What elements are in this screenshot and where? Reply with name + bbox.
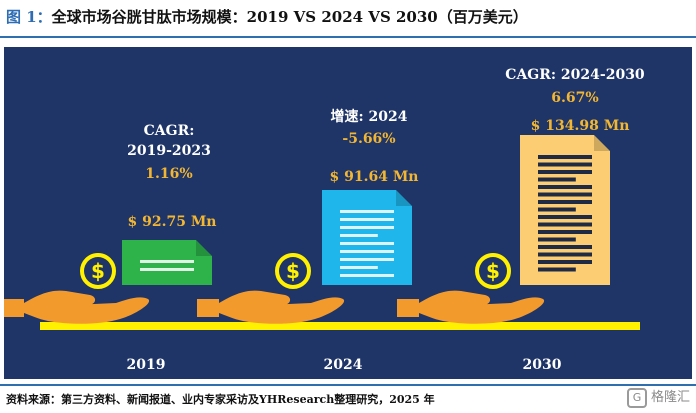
dollar-sign-icon-2019: $ <box>91 259 105 283</box>
growth-2024-rate: -5.66% <box>342 131 396 147</box>
document-line <box>140 260 194 263</box>
document-line <box>538 162 592 167</box>
dollar-sign-icon-2030: $ <box>486 259 500 283</box>
document-line <box>340 274 394 277</box>
bottom-rule <box>0 384 696 386</box>
document-line <box>538 185 592 189</box>
year-label-2019: 2019 <box>126 357 166 373</box>
document-line <box>340 226 394 229</box>
year-label-2024: 2024 <box>323 357 363 373</box>
document-fold-2030 <box>594 135 610 151</box>
value-label-2024: $ 91.64 Mn <box>329 169 419 185</box>
watermark-text: 格隆汇 <box>650 390 690 405</box>
cagr-2030-rate: 6.67% <box>551 90 599 106</box>
document-line <box>340 210 394 213</box>
document-line <box>340 242 394 245</box>
document-line <box>340 258 394 261</box>
figure-title: 图 1：全球市场谷胱甘肽市场规模：2019 VS 2024 VS 2030（百万… <box>6 2 528 32</box>
document-line <box>538 252 592 257</box>
document-line <box>538 237 576 242</box>
value-label-2019: $ 92.75 Mn <box>127 214 217 230</box>
baseline-bar <box>40 322 640 330</box>
hand-cuff-2024 <box>197 299 219 317</box>
growth-2024-heading: 增速: 2024 <box>330 109 408 125</box>
document-line <box>538 200 592 204</box>
document-line <box>538 260 592 264</box>
cagr-2019-heading: CAGR: <box>143 123 195 139</box>
document-line <box>538 192 592 197</box>
document-2024 <box>322 190 412 285</box>
coin-inner-2019 <box>84 257 112 285</box>
document-line <box>340 266 378 269</box>
hand-icon-2024 <box>219 290 345 324</box>
cagr-2019-period: 2019-2023 <box>127 143 211 159</box>
watermark-badge: G <box>626 387 647 408</box>
document-line <box>340 234 378 237</box>
document-line <box>538 170 592 174</box>
coin-inner-2030 <box>479 257 507 285</box>
top-rule <box>0 36 696 38</box>
document-line <box>538 177 576 182</box>
doc-group-2024: $ <box>197 190 412 324</box>
document-line <box>340 218 394 221</box>
document-fold-2024 <box>396 190 412 206</box>
document-line <box>538 155 592 159</box>
source-note: 资料来源：第三方资料、新闻报道、业内专家采访及YHResearch整理研究，20… <box>6 393 435 406</box>
hand-cuff-2030 <box>397 299 419 317</box>
figure-number: 图 1： <box>6 8 52 26</box>
year-label-2030: 2030 <box>522 357 562 373</box>
doc-group-2030: $ <box>397 135 610 324</box>
cagr-2030-heading: CAGR: 2024-2030 <box>505 67 645 83</box>
doc-group-2019: $ <box>4 240 212 324</box>
watermark: G 格隆汇 <box>626 385 690 411</box>
figure-title-text: 全球市场谷胱甘肽市场规模：2019 VS 2024 VS 2030（百万美元） <box>51 8 528 26</box>
infographic-panel: $ $ $ CAGR: 2019-2023 1.16% $ 92.75 Mn 增速:… <box>4 47 692 379</box>
cagr-2019-rate: 1.16% <box>145 166 193 182</box>
document-fold-2019 <box>196 240 212 256</box>
document-line <box>538 267 576 272</box>
document-line <box>538 222 592 227</box>
document-line <box>538 207 576 212</box>
infographic-art: $ $ $ <box>4 135 640 330</box>
document-line <box>140 268 194 271</box>
document-line <box>538 215 592 219</box>
dollar-sign-icon-2024: $ <box>286 259 300 283</box>
hand-cuff-2019 <box>4 299 24 317</box>
value-label-2030: $ 134.98 Mn <box>530 118 630 134</box>
document-line <box>538 230 592 234</box>
hand-icon-2019 <box>24 290 150 324</box>
hand-icon-2030 <box>419 290 545 324</box>
document-line <box>340 250 394 253</box>
coin-inner-2024 <box>279 257 307 285</box>
document-line <box>538 245 592 249</box>
